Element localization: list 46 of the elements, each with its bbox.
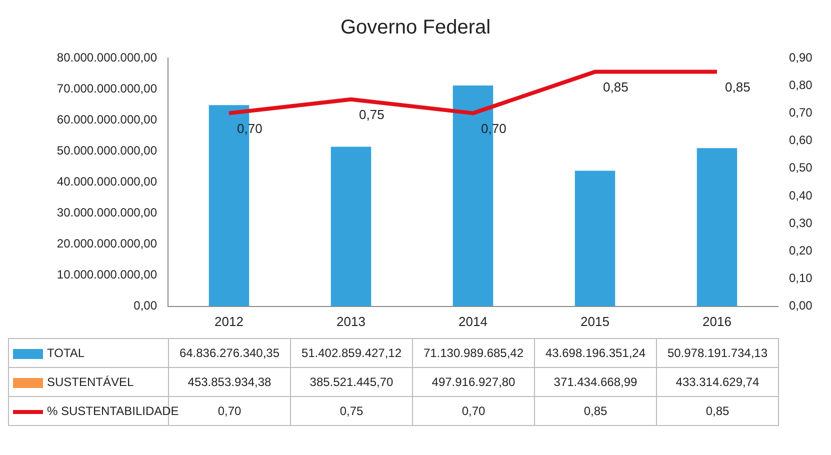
data-label: 497.916.927,80: [412, 368, 534, 396]
y-tick-label: 50.000.000.000,00: [56, 143, 158, 158]
y-tick-label: 10.000.000.000,00: [56, 268, 158, 282]
y-tick-label: 0,00: [134, 298, 158, 313]
text: 0,75: [359, 106, 384, 122]
text: 0,85: [603, 79, 628, 94]
data-label: 433.314.629,74: [656, 368, 778, 396]
y-tick-label: 80.000.000.000,00: [56, 50, 158, 64]
y2-tick-label: 0,70: [789, 106, 813, 120]
y-tick-label: 70.000.000.000,00: [56, 81, 158, 96]
x-tick-label: 2016: [702, 314, 732, 329]
y2-tick-label: 0,20: [789, 244, 813, 258]
x-tick-label: 2014: [458, 314, 488, 329]
y2-tick-label: 0,00: [789, 298, 813, 313]
data-label: 50.978.191.734,13: [656, 338, 778, 368]
x-tick-label: 2012: [214, 314, 244, 329]
y2-tick-label: 0,90: [789, 50, 813, 64]
y-tick-label: 30.000.000.000,00: [56, 206, 158, 220]
y2-tick-label: 0,50: [789, 160, 813, 175]
data-label: 453.853.934,38: [168, 368, 290, 396]
y2-tick-label: 0,10: [789, 271, 813, 286]
chart-title: Governo Federal: [340, 16, 491, 39]
x-tick-label: 2015: [580, 314, 610, 329]
data-label: 0,85: [656, 396, 778, 426]
data-label: 385.521.445,70: [290, 368, 412, 396]
data-label: 0,75: [290, 396, 412, 426]
y2-tick-label: 0,80: [789, 78, 813, 92]
legend-label: % SUSTENTABILIDADE: [47, 404, 179, 418]
data-label: 0,70: [218, 404, 242, 418]
y2-tick-label: 0,30: [789, 216, 813, 230]
data-label: 51.402.859.427,12: [290, 338, 412, 368]
text: 0,85: [725, 79, 750, 94]
y2-tick-label: 0,40: [789, 188, 813, 202]
legend-label: SUSTENTÁVEL: [47, 375, 134, 389]
x-tick-label: 2013: [336, 314, 366, 329]
data-label: 371.434.668,99: [534, 368, 656, 396]
data-label: 43.698.196.351,24: [534, 338, 656, 368]
y-tick-label: 40.000.000.000,00: [56, 174, 158, 189]
data-label: 0,70: [412, 396, 534, 426]
data-label: 71.130.989.685,42: [412, 338, 534, 368]
data-label: 64.836.276.340,35: [168, 338, 290, 368]
data-label: 0,85: [534, 396, 656, 426]
y-tick-label: 20.000.000.000,00: [56, 236, 158, 251]
legend-label: TOTAL: [47, 346, 85, 360]
y-tick-label: 60.000.000.000,00: [56, 112, 158, 126]
y2-tick-label: 0,60: [789, 133, 813, 148]
